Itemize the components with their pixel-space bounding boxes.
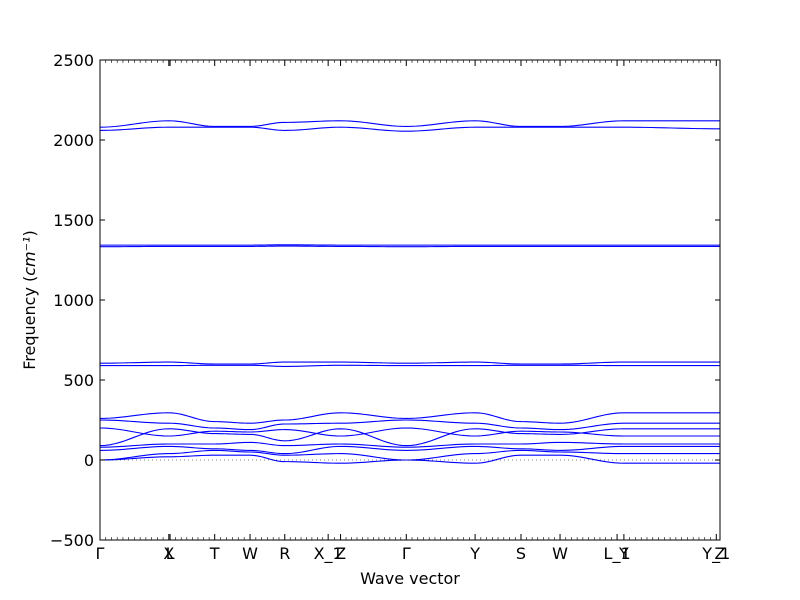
x-tick-label-9: Y bbox=[469, 544, 480, 563]
x-tick-label-4: W bbox=[242, 544, 258, 563]
band-3 bbox=[100, 245, 720, 248]
x-tick-label-6: X_1 bbox=[314, 544, 343, 564]
band-4 bbox=[99, 361, 720, 365]
x-tick-label-15: Z bbox=[715, 544, 726, 563]
band-12 bbox=[99, 449, 720, 461]
band-5 bbox=[100, 364, 720, 367]
band-lines bbox=[99, 120, 721, 464]
x-tick-label-14: Y_1 bbox=[701, 544, 730, 564]
minor-tick-marks bbox=[105, 60, 711, 540]
x-tick-label-12: L_1 bbox=[604, 544, 631, 564]
band-6 bbox=[99, 412, 720, 424]
x-tick-label-1: X bbox=[163, 544, 174, 563]
y-tick-label-2: 500 bbox=[63, 371, 94, 390]
band-11 bbox=[99, 445, 720, 455]
band-13 bbox=[99, 454, 720, 464]
y-tick-label-0: −500 bbox=[50, 531, 94, 550]
y-axis: −500 0 500 1000 1500 2000 2500 bbox=[50, 51, 720, 550]
plot-frame bbox=[99, 59, 721, 541]
x-axis-label: Wave vector bbox=[360, 569, 460, 588]
band-10 bbox=[99, 441, 720, 448]
x-tick-label-13: Y bbox=[618, 544, 629, 563]
band-7 bbox=[99, 419, 720, 431]
x-tick-label-2: L bbox=[166, 544, 175, 563]
x-tick-label-11: W bbox=[552, 544, 568, 563]
x-tick-label-5: R bbox=[279, 544, 290, 563]
band-1 bbox=[99, 126, 721, 132]
y-axis-label-group: Frequency (cm⁻¹) bbox=[20, 230, 39, 369]
band-9 bbox=[99, 428, 720, 447]
y-tick-label-6: 2500 bbox=[53, 51, 94, 70]
x-tick-label-10: S bbox=[516, 544, 526, 563]
x-tick-label-7: Z bbox=[335, 544, 346, 563]
y-axis-unit: cm⁻¹ bbox=[20, 237, 39, 276]
band-0 bbox=[99, 120, 720, 128]
y-axis-label: Frequency (cm⁻¹) bbox=[20, 230, 39, 369]
band-8 bbox=[99, 427, 720, 437]
x-tick-label-3: T bbox=[209, 544, 220, 563]
y-tick-label-3: 1000 bbox=[53, 291, 94, 310]
y-tick-label-4: 1500 bbox=[53, 211, 94, 230]
y-tick-label-1: 0 bbox=[84, 451, 94, 470]
x-tick-label-8: Γ bbox=[402, 544, 411, 563]
x-axis: Γ XL T W R X_1Z Γ Y S W L_1Y Y_1Z bbox=[96, 60, 730, 564]
y-tick-label-5: 2000 bbox=[53, 131, 94, 150]
x-tick-label-0: Γ bbox=[96, 544, 105, 563]
y-axis-label-text: Frequency bbox=[20, 287, 39, 370]
